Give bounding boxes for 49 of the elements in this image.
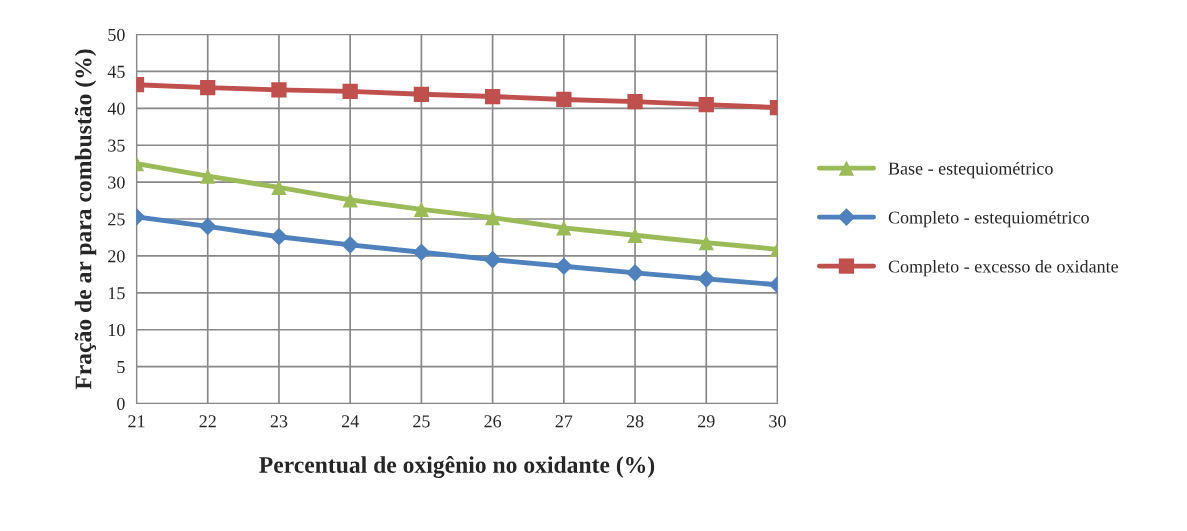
point [413, 201, 430, 218]
point [271, 179, 287, 195]
point [556, 220, 572, 236]
point [556, 91, 572, 108]
x-tick-label: 30 [769, 415, 786, 428]
y-axis-title: Fração de ar para combustão (%) [74, 49, 97, 390]
x-tick-label: 22 [199, 415, 216, 428]
y-tick-label: 30 [108, 176, 125, 189]
point [270, 227, 288, 246]
y-tick-label: 40 [107, 102, 125, 115]
point [697, 269, 716, 288]
point [484, 209, 501, 226]
x-tick-label: 26 [484, 415, 502, 428]
x-axis-title: Percentual de oxigênio no oxidante (%) [259, 456, 655, 478]
point [627, 227, 643, 243]
y-tick-label: 15 [108, 287, 125, 300]
y-tick-label: 20 [108, 250, 125, 263]
point [342, 83, 358, 99]
point [627, 94, 643, 110]
point [198, 217, 217, 236]
x-tick-label: 29 [698, 415, 715, 428]
point [412, 243, 431, 262]
point [271, 82, 287, 98]
x-tick-label: 25 [413, 415, 430, 428]
y-tick-label: 0 [117, 397, 125, 410]
y-tick-label: 25 [108, 213, 125, 226]
point [484, 88, 501, 105]
legend-label: Completo - excesso de oxidante [888, 259, 1119, 277]
x-tick-label: 28 [626, 415, 644, 428]
y-tick-label: 35 [108, 139, 125, 152]
x-tick-label: 23 [270, 415, 288, 428]
point [413, 86, 430, 102]
y-tick-label: 10 [108, 324, 125, 337]
legend-label: Completo - estequiométrico [888, 210, 1089, 228]
point [341, 236, 359, 254]
point [483, 250, 502, 269]
x-tick-label: 27 [555, 415, 573, 428]
x-tick-label: 24 [341, 415, 359, 428]
point [626, 264, 644, 282]
point [698, 96, 714, 113]
point [200, 168, 216, 184]
point [342, 192, 358, 208]
y-tick-label: 5 [117, 361, 125, 374]
y-tick-label: 45 [107, 65, 125, 78]
y-tick-label: 50 [108, 28, 125, 41]
point [698, 235, 714, 251]
x-tick-label: 21 [128, 415, 145, 428]
legend-label: Base - estequiométrico [888, 161, 1053, 179]
point [200, 80, 216, 96]
